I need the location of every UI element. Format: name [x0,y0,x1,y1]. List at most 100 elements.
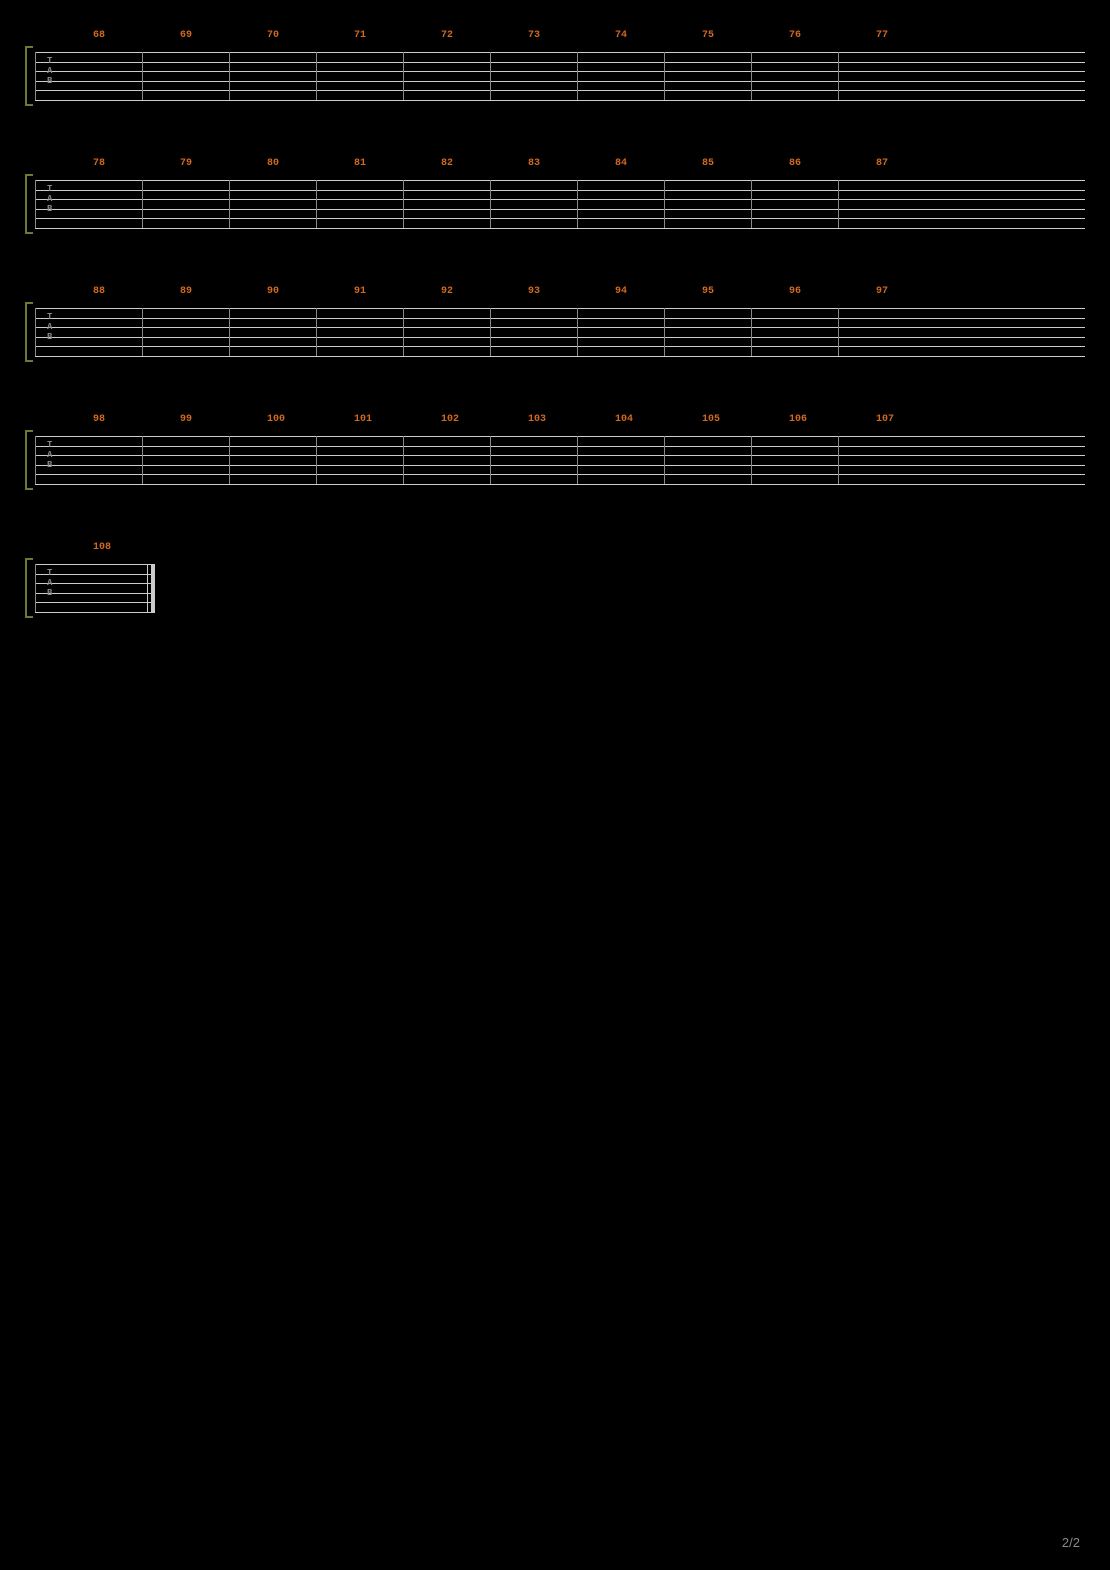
measure-number: 68 [93,30,105,41]
tab-page: 68697071727374757677TAB78798081828384858… [0,0,1110,700]
measure-number: 81 [354,158,366,169]
system-bracket [25,46,33,106]
barline [838,308,839,356]
measure-number: 72 [441,30,453,41]
measure-number: 82 [441,158,453,169]
tab-clef-letter: T [47,568,52,578]
barline [664,308,665,356]
staff-line [35,612,155,613]
measure-number: 101 [354,414,372,425]
measure-number: 105 [702,414,720,425]
staff-line [35,218,1085,219]
system-bracket [25,558,33,618]
measure-number: 99 [180,414,192,425]
tab-system: 78798081828384858687TAB [25,158,1085,228]
page-number: 2/2 [1062,1535,1080,1550]
staff-line [35,100,1085,101]
measure-number: 93 [528,286,540,297]
barline [838,180,839,228]
barline [35,308,36,356]
tab-clef: TAB [47,56,52,86]
measure-numbers-row: 68697071727374757677 [63,30,1085,46]
tab-system: 88899091929394959697TAB [25,286,1085,356]
tab-clef-letter: T [47,312,52,322]
barline [838,436,839,484]
system-bracket [25,302,33,362]
barline [664,180,665,228]
barline [403,52,404,100]
barline [751,52,752,100]
measure-number: 71 [354,30,366,41]
barline [316,308,317,356]
tab-system: 9899100101102103104105106107TAB [25,414,1085,484]
staff-container: TAB [25,436,1085,484]
staff-line [35,356,1085,357]
tab-clef-letter: B [47,204,52,214]
barline [229,180,230,228]
measure-number: 73 [528,30,540,41]
measure-number: 78 [93,158,105,169]
staff-line [35,52,1085,53]
barline [316,52,317,100]
measure-number: 91 [354,286,366,297]
measure-number: 104 [615,414,633,425]
tab-clef-letter: T [47,56,52,66]
measure-number: 75 [702,30,714,41]
barline [35,180,36,228]
measure-number: 97 [876,286,888,297]
measure-number: 89 [180,286,192,297]
staff-line [35,318,1085,319]
barline [490,180,491,228]
measure-number: 95 [702,286,714,297]
barline [142,436,143,484]
staff-container: TAB [25,308,1085,356]
staff-line [35,574,155,575]
barline [229,52,230,100]
staff-line [35,337,1085,338]
staff-line [35,228,1085,229]
measure-number: 79 [180,158,192,169]
tab-clef-letter: B [47,76,52,86]
tab-clef-letter: T [47,440,52,450]
measure-number: 108 [93,542,111,553]
barline [403,180,404,228]
system-bracket [25,430,33,490]
staff-line [35,474,1085,475]
barline [35,564,36,612]
tab-clef-letter: B [47,460,52,470]
measure-numbers-row: 88899091929394959697 [63,286,1085,302]
tab-clef-letter: B [47,332,52,342]
staff-line [35,455,1085,456]
measure-numbers-row: 78798081828384858687 [63,158,1085,174]
measure-number: 96 [789,286,801,297]
barline [577,52,578,100]
barline [229,436,230,484]
tab-staff: TAB [35,180,1085,228]
staff-line [35,90,1085,91]
measure-number: 90 [267,286,279,297]
measure-number: 76 [789,30,801,41]
measure-number: 70 [267,30,279,41]
staff-line [35,81,1085,82]
barline [577,436,578,484]
barline [664,436,665,484]
tab-clef: TAB [47,440,52,470]
tab-clef-letter: T [47,184,52,194]
measure-number: 98 [93,414,105,425]
barline [490,52,491,100]
measure-number: 80 [267,158,279,169]
final-barline [147,564,155,612]
staff-line [35,180,1085,181]
tab-clef-letter: A [47,194,52,204]
tab-system: 108TAB [25,542,155,612]
measure-number: 107 [876,414,894,425]
barline [838,52,839,100]
tab-clef-letter: A [47,578,52,588]
barline [403,308,404,356]
barline [142,180,143,228]
barline [490,308,491,356]
barline [664,52,665,100]
tab-clef: TAB [47,184,52,214]
barline [35,436,36,484]
staff-line [35,71,1085,72]
